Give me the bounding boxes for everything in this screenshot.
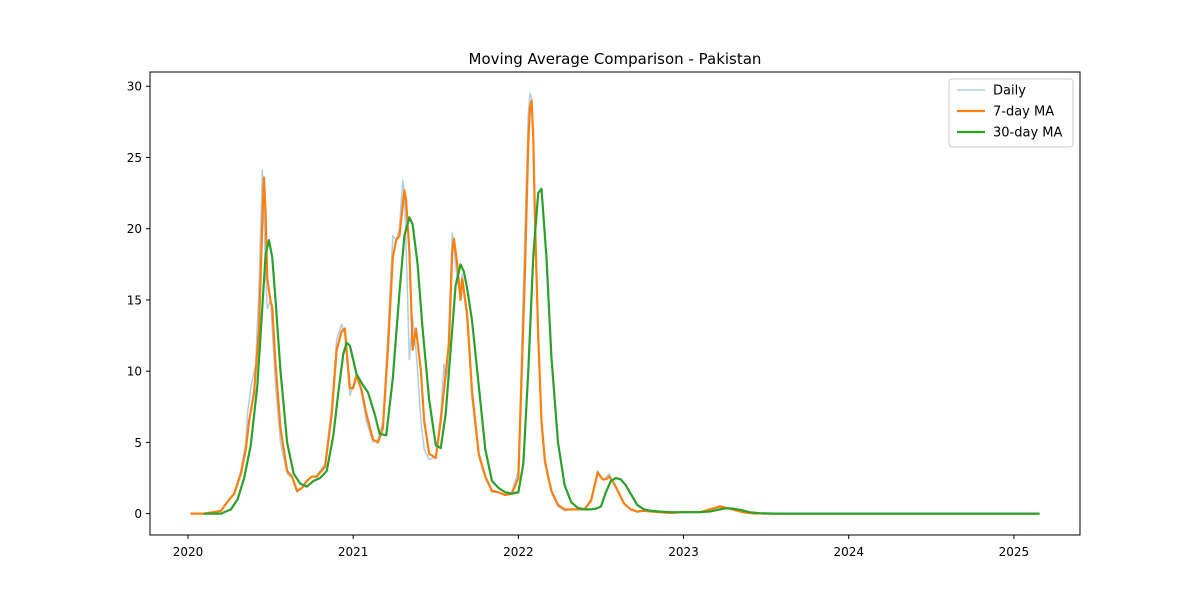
x-tick-label: 2020 bbox=[173, 545, 204, 559]
x-tick-label: 2022 bbox=[503, 545, 534, 559]
y-tick-label: 5 bbox=[134, 436, 142, 450]
legend-box bbox=[948, 78, 1074, 148]
y-tick-label: 25 bbox=[127, 151, 142, 165]
chart-title: Moving Average Comparison - Pakistan bbox=[469, 50, 762, 68]
series-line-2 bbox=[190, 99, 1040, 515]
x-tick-label: 2024 bbox=[833, 545, 864, 559]
y-tick-label: 30 bbox=[127, 80, 142, 94]
x-tick-label: 2025 bbox=[999, 545, 1030, 559]
series-line-3 bbox=[203, 187, 1040, 515]
plot-area bbox=[190, 92, 1040, 515]
plot-frame bbox=[149, 71, 1081, 536]
y-tick-label: 10 bbox=[127, 365, 142, 379]
legend-label-1: Daily bbox=[993, 84, 1026, 99]
y-tick-label: 20 bbox=[127, 222, 142, 236]
series-line-1 bbox=[190, 92, 1040, 515]
y-tick-label: 15 bbox=[127, 293, 142, 307]
legend[interactable]: Daily 7-day MA 30-day MA bbox=[948, 78, 1074, 148]
y-tick-label: 0 bbox=[134, 507, 142, 521]
x-tick-label: 2023 bbox=[668, 545, 699, 559]
legend-label-3: 30-day MA bbox=[993, 126, 1062, 141]
x-tick-label: 2021 bbox=[338, 545, 369, 559]
legend-label-2: 7-day MA bbox=[993, 105, 1054, 120]
